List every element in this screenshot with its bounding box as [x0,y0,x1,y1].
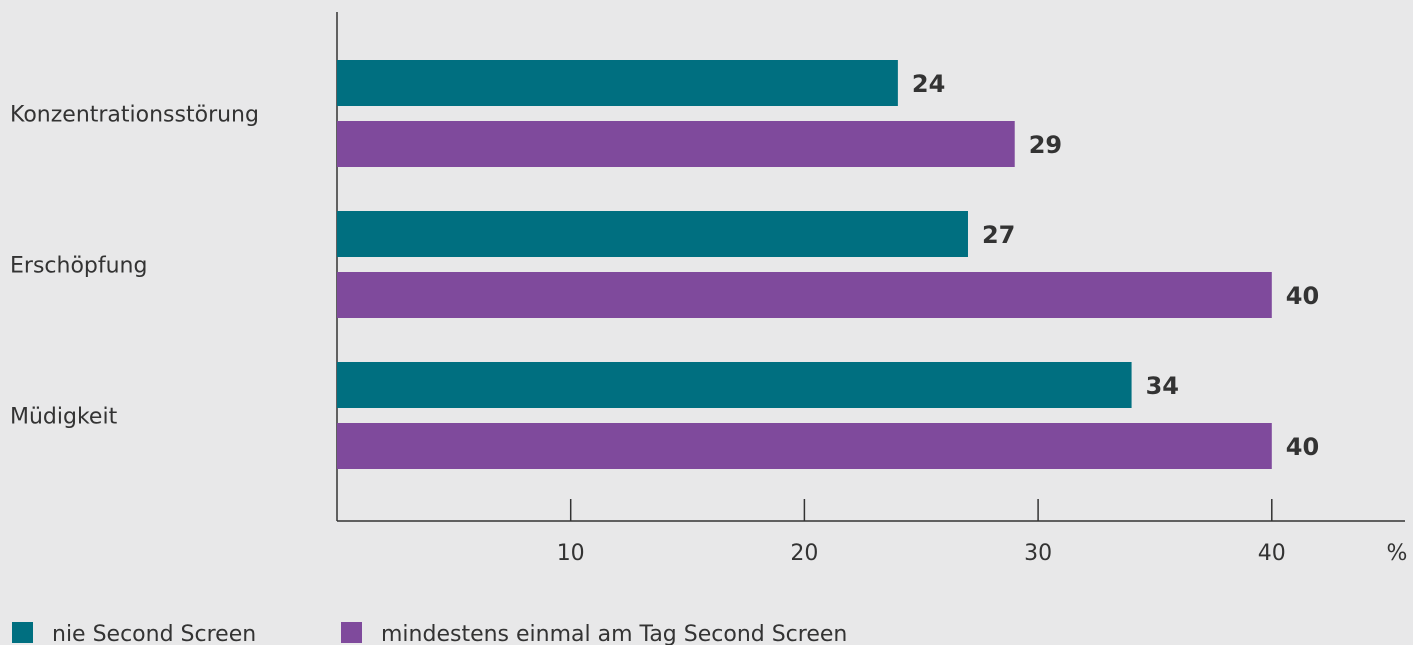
category-label: Müdigkeit [10,405,118,430]
bar [337,60,898,106]
category-label: Erschöpfung [10,254,147,279]
x-tick-label: 20 [790,541,818,566]
bar [337,423,1272,469]
data-label: 40 [1286,433,1319,461]
x-tick-label: 30 [1024,541,1052,566]
data-label: 24 [912,70,945,98]
bar [337,272,1272,318]
category-label: Konzentrationsstörung [10,103,259,128]
legend-swatch [341,622,362,643]
bar [337,362,1132,408]
legend-label: nie Second Screen [52,622,256,645]
x-tick-label: 40 [1258,541,1286,566]
x-tick-label: 10 [557,541,585,566]
legend-swatch [12,622,33,643]
data-label: 34 [1146,372,1179,400]
bar [337,121,1015,167]
x-axis-unit-label: % [1387,541,1408,566]
bar [337,211,968,257]
data-label: 27 [982,221,1015,249]
legend-label: mindestens einmal am Tag Second Screen [381,622,847,645]
data-label: 29 [1029,131,1062,159]
data-label: 40 [1286,282,1319,310]
